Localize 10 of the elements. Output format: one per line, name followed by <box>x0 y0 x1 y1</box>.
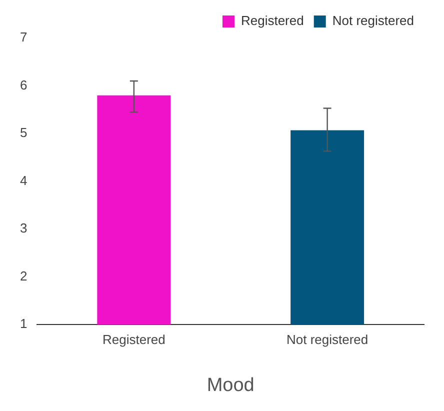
legend-label: Registered <box>240 13 304 28</box>
y-tick-label: 5 <box>20 125 28 140</box>
y-tick-label: 2 <box>20 268 28 284</box>
x-axis-title: Mood <box>206 374 254 396</box>
y-tick-label: 3 <box>20 220 28 236</box>
y-tick-label: 4 <box>20 172 28 188</box>
y-tick-label: 7 <box>20 30 28 45</box>
y-tick-label: 6 <box>20 77 28 92</box>
legend-label: Not registered <box>332 13 414 28</box>
y-tick-label: 1 <box>20 316 28 332</box>
